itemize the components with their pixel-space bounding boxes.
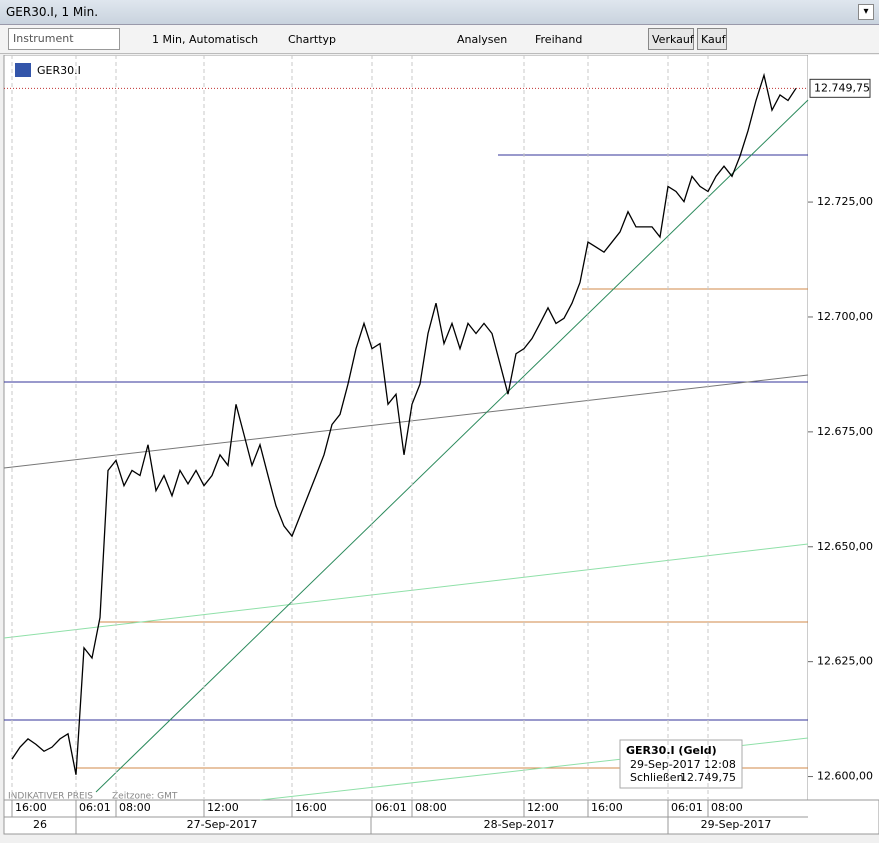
- price-note: INDIKATIVER PREIS: [8, 792, 93, 802]
- sell-label: Verkauf: [652, 33, 694, 46]
- x-tick-label: 16:00: [15, 801, 47, 814]
- interval-menu[interactable]: 1 Min, Automatisch: [152, 33, 259, 46]
- chart: GER30.I INDIKATIVER PREIS Zeitzone: GMT …: [3, 55, 879, 835]
- tooltip-time: 29-Sep-2017 12:08: [630, 758, 736, 771]
- x-tick-label: 12:00: [527, 801, 559, 814]
- x-tick-label: 06:01: [79, 801, 111, 814]
- legend: GER30.I: [15, 63, 81, 77]
- x-tick-label: 16:00: [591, 801, 623, 814]
- trend-line: [3, 543, 809, 639]
- date-label: 28-Sep-2017: [484, 818, 555, 831]
- x-tick-label: 08:00: [119, 801, 151, 814]
- y-tick-label: 12.725,00: [817, 195, 873, 208]
- y-tick-label: 12.650,00: [817, 540, 873, 553]
- date-label: 27-Sep-2017: [187, 818, 258, 831]
- x-tick-label: 12:00: [207, 801, 239, 814]
- buy-button[interactable]: Kauf: [697, 28, 727, 50]
- last-price-label: 12.749,75: [814, 81, 870, 94]
- sell-button[interactable]: Verkauf: [648, 28, 694, 50]
- x-tick-label: 16:00: [295, 801, 327, 814]
- instrument-placeholder: Instrument: [13, 32, 74, 45]
- y-tick-label: 12.625,00: [817, 655, 873, 668]
- y-tick-label: 12.700,00: [817, 310, 873, 323]
- x-tick-label: 06:01: [375, 801, 407, 814]
- tooltip-field: Schließen: [630, 771, 684, 784]
- window-title: GER30.I, 1 Min.: [6, 5, 99, 19]
- y-tick-label: 12.675,00: [817, 425, 873, 438]
- date-label: 26: [33, 818, 47, 831]
- tooltip-box: [619, 739, 743, 789]
- date-label: 29-Sep-2017: [701, 818, 772, 831]
- trend-line: [3, 374, 809, 469]
- instrument-input[interactable]: Instrument: [8, 28, 120, 50]
- trend-line: [95, 99, 809, 793]
- title-bar: GER30.I, 1 Min. ▾: [0, 0, 879, 25]
- legend-icon: [15, 63, 31, 77]
- price-line: [11, 72, 797, 775]
- x-tick-label: 08:00: [711, 801, 743, 814]
- plot-area: [3, 55, 809, 801]
- x-tick-label: 08:00: [415, 801, 447, 814]
- timezone-note: Zeitzone: GMT: [112, 792, 178, 802]
- legend-label[interactable]: GER30.I: [37, 64, 81, 77]
- tooltip-title: GER30.I (Geld): [626, 744, 717, 757]
- toolbar: Instrument 1 Min, Automatisch Charttyp A…: [0, 25, 879, 54]
- freehand-menu[interactable]: Freihand: [535, 33, 583, 46]
- price-axis: [808, 55, 879, 800]
- tooltip: GER30.I (Geld) 29-Sep-2017 12:08 Schließ…: [619, 739, 743, 789]
- last-price-badge: [809, 78, 871, 98]
- x-tick-label: 06:01: [671, 801, 703, 814]
- chart-type-menu[interactable]: Charttyp: [288, 33, 337, 46]
- buy-label: Kauf: [701, 33, 726, 46]
- close-button[interactable]: ▾: [858, 4, 874, 20]
- y-tick-label: 12.600,00: [817, 770, 873, 783]
- analyses-menu[interactable]: Analysen: [457, 33, 508, 46]
